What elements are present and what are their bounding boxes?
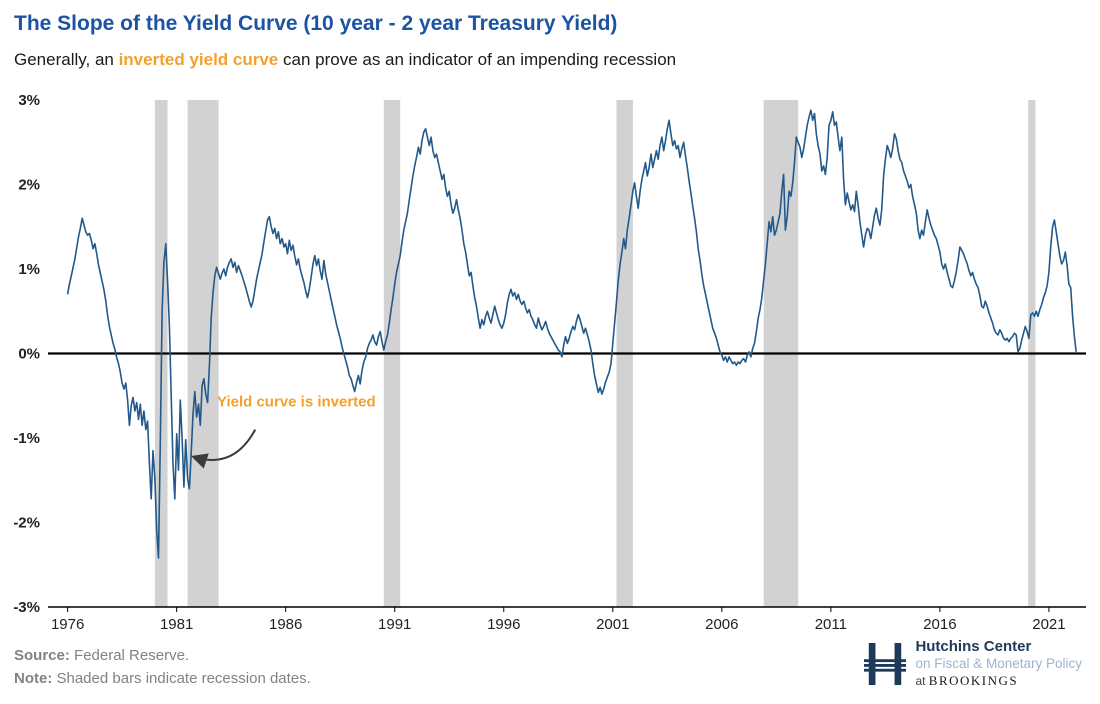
y-axis-label: 0% (18, 346, 40, 363)
annotation-arrow (191, 429, 257, 469)
logo-at: at (915, 674, 929, 688)
chart-subtitle: Generally, an inverted yield curve can p… (14, 50, 676, 70)
x-axis-label: 1981 (160, 616, 193, 633)
y-axis-label: -1% (13, 430, 40, 447)
subtitle-highlight: inverted yield curve (118, 50, 279, 69)
series-line (66, 109, 1077, 559)
annotation-text: Yield curve is inverted (217, 394, 376, 411)
note-text: Shaded bars indicate recession dates. (52, 670, 311, 687)
x-axis-label: 1986 (269, 616, 302, 633)
logo-org-subtitle: on Fiscal & Monetary Policy (915, 656, 1082, 671)
yield-curve-chart: 1976 1981 1986 1991 1996 2001 2006 2011 2016 2021… (0, 92, 1100, 640)
logo-org-name: Hutchins Center (915, 638, 1032, 655)
logo-brookings-line: at BROOKINGS (915, 672, 1082, 690)
hutchins-center-logo: Hutchins Center on Fiscal & Monetary Pol… (864, 638, 1082, 690)
source-label: Source: (14, 647, 70, 664)
x-axis-label: 2006 (705, 616, 738, 633)
x-axis-label: 1976 (51, 616, 84, 633)
subtitle-suffix: can prove as an indicator of an impendin… (278, 50, 677, 69)
chart-footnotes: Source: Federal Reserve. Note: Shaded ba… (14, 644, 311, 690)
source-text: Federal Reserve. (69, 647, 190, 664)
y-axis-label: 1% (18, 261, 40, 278)
hutchins-logo-text: Hutchins Center on Fiscal & Monetary Pol… (915, 638, 1082, 690)
x-axis-label: 2001 (596, 616, 629, 633)
logo-brookings-name: BROOKINGS (928, 673, 1019, 688)
y-axis-label: -2% (13, 515, 40, 532)
x-axis-label: 1996 (487, 616, 520, 633)
x-axis-label: 2021 (1032, 616, 1065, 633)
y-axis-label: -3% (13, 599, 40, 616)
note-line: Note: Shaded bars indicate recession dat… (14, 667, 311, 690)
y-axis-label: 3% (18, 92, 40, 109)
hutchins-h-icon (864, 643, 907, 685)
x-axis-label: 2016 (923, 616, 956, 633)
page-title: The Slope of the Yield Curve (10 year - … (14, 12, 618, 35)
note-label: Note: (14, 670, 53, 687)
x-axis-label: 1991 (378, 616, 411, 633)
y-axis-label: 2% (18, 177, 40, 194)
x-axis-label: 2011 (815, 616, 847, 633)
subtitle-prefix: Generally, an (14, 50, 119, 69)
source-line: Source: Federal Reserve. (14, 644, 311, 667)
